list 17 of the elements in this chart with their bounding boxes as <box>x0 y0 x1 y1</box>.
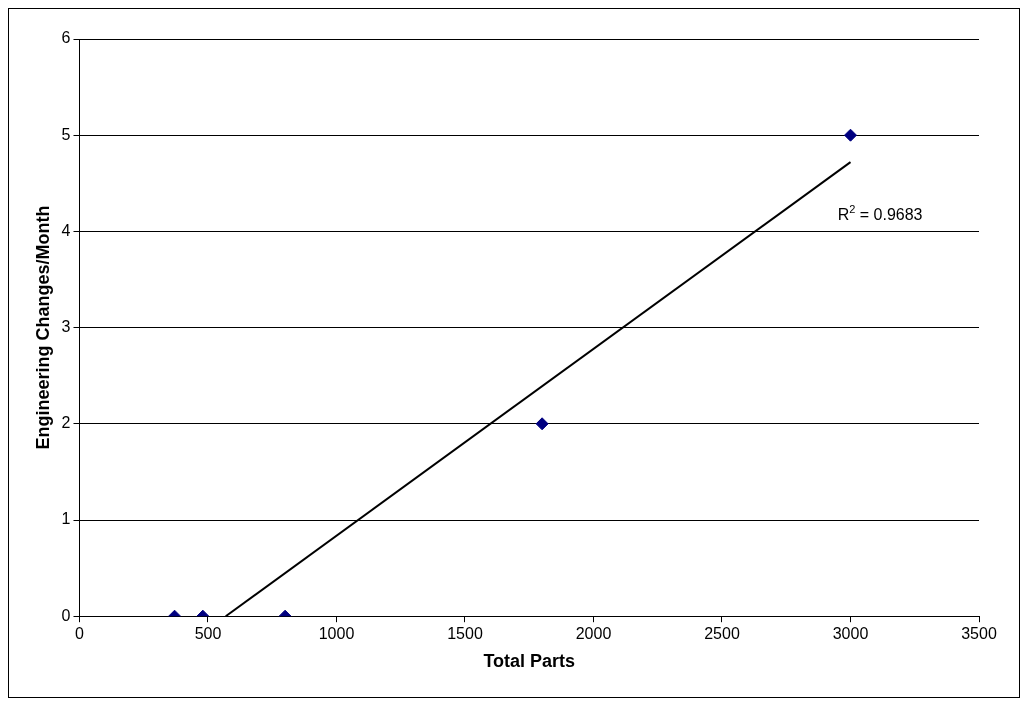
y-tick-label: 3 <box>61 318 71 336</box>
x-tick-label: 3500 <box>961 625 997 643</box>
x-tick-label: 1500 <box>447 625 483 643</box>
x-tick-label: 500 <box>194 625 222 643</box>
x-tick-label: 1000 <box>318 625 355 643</box>
x-tick-label: 2000 <box>575 625 612 643</box>
y-tick-label: 4 <box>61 221 71 239</box>
y-tick-label: 1 <box>61 510 71 528</box>
x-tick-label: 2500 <box>704 625 740 643</box>
y-tick-label: 5 <box>61 125 71 143</box>
y-tick-label: 6 <box>61 29 71 47</box>
y-axis-title: Engineering Changes/Month <box>32 205 53 450</box>
y-tick-label: 0 <box>61 606 71 624</box>
x-axis-title: Total Parts <box>483 651 576 672</box>
y-tick-label: 2 <box>61 414 71 432</box>
x-tick-label: 0 <box>75 625 85 643</box>
x-tick-label: 3000 <box>832 625 869 643</box>
